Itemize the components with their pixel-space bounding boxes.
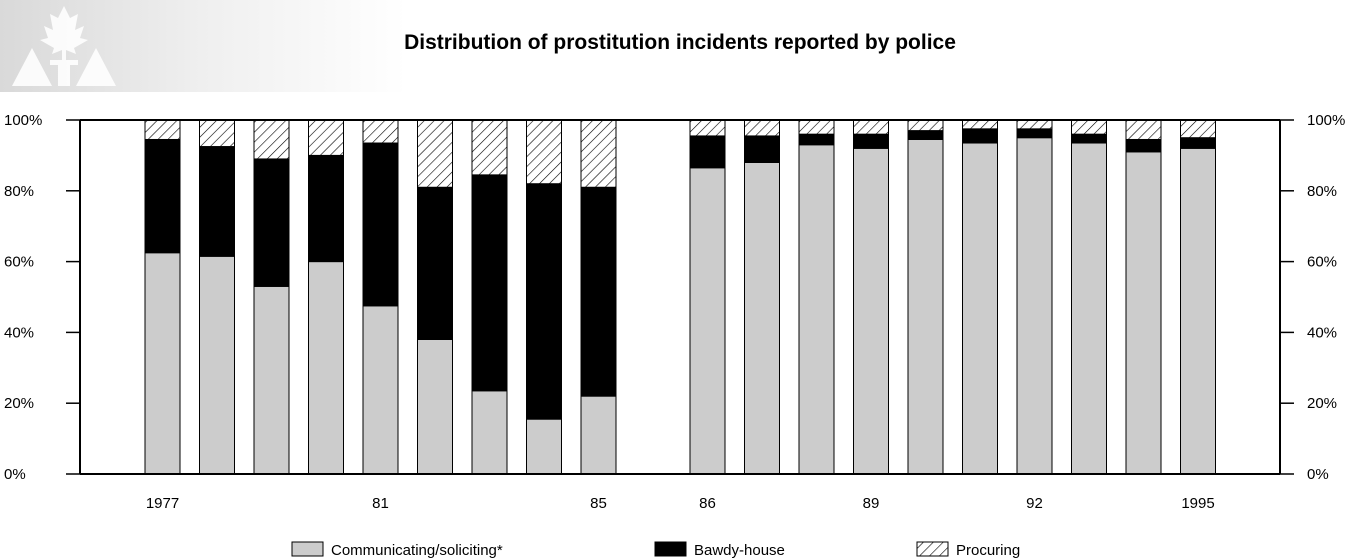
y-tick-label-left: 20% [4, 395, 34, 412]
legend-swatch [291, 541, 324, 557]
y-tick-label-right: 60% [1307, 254, 1337, 271]
bar-1977-communicating-soliciting [144, 252, 181, 475]
bar-1981-procuring [362, 119, 399, 144]
bar-1991-communicating-soliciting [962, 142, 998, 475]
bar-1987-communicating-soliciting [744, 161, 780, 475]
bar-1988-procuring [798, 119, 835, 135]
bar-1982-procuring [417, 119, 453, 188]
y-tick-label-left: 80% [4, 183, 34, 200]
bar-1990-procuring [907, 119, 944, 132]
bar-1980-bawdy-house [308, 154, 344, 263]
bar-1993-communicating-soliciting [1071, 142, 1107, 475]
bar-1978-communicating-soliciting [199, 255, 235, 475]
bar-1978-bawdy-house [199, 146, 235, 257]
x-tick-label: 81 [372, 495, 389, 512]
bar-1989-communicating-soliciting [853, 147, 889, 475]
bar-1985-bawdy-house [580, 186, 617, 397]
bar-1983-procuring [471, 119, 508, 176]
bar-1990-communicating-soliciting [907, 138, 944, 475]
x-tick-label: 1995 [1181, 495, 1214, 512]
y-tick-label-right: 0% [1307, 466, 1329, 483]
legend-swatch [916, 541, 949, 557]
bar-1981-communicating-soliciting [362, 305, 399, 475]
bar-1994-procuring [1125, 119, 1162, 140]
y-tick-label-right: 80% [1307, 183, 1337, 200]
bar-1984-communicating-soliciting [526, 418, 562, 475]
x-tick-label: 1977 [146, 495, 179, 512]
bar-1978-procuring [199, 119, 235, 148]
y-tick-label-left: 40% [4, 324, 34, 341]
bar-1979-bawdy-house [253, 158, 290, 287]
legend-label: Procuring [956, 542, 1020, 559]
legend-label: Communicating/soliciting* [331, 542, 503, 559]
bar-1989-bawdy-house [853, 133, 889, 149]
bar-1987-bawdy-house [744, 135, 780, 163]
bar-1984-bawdy-house [526, 183, 562, 420]
bar-1995-communicating-soliciting [1180, 147, 1216, 475]
y-tick-label-left: 60% [4, 254, 34, 271]
bar-1981-bawdy-house [362, 142, 399, 307]
bar-1984-procuring [526, 119, 562, 185]
x-tick-label: 86 [699, 495, 716, 512]
y-tick-label-right: 40% [1307, 324, 1337, 341]
bar-1995-procuring [1180, 119, 1216, 139]
x-tick-label: 85 [590, 495, 607, 512]
bar-1987-procuring [744, 119, 780, 137]
bar-1994-communicating-soliciting [1125, 151, 1162, 475]
bar-1994-bawdy-house [1125, 138, 1162, 153]
bar-1989-procuring [853, 119, 889, 135]
bar-1993-bawdy-house [1071, 133, 1107, 144]
legend-label: Bawdy-house [694, 542, 785, 559]
bar-1979-procuring [253, 119, 290, 160]
bar-1992-communicating-soliciting [1016, 137, 1053, 475]
axes-layer: 0% 0% 20% 20% 40% 40% 60% 60% 80% 80% 100% 100% 1977… [4, 112, 1345, 512]
bar-1985-communicating-soliciting [580, 395, 617, 475]
bar-1993-procuring [1071, 119, 1107, 135]
bar-1985-procuring [580, 119, 617, 188]
bar-1986-communicating-soliciting [689, 167, 726, 475]
bar-1986-procuring [689, 119, 726, 137]
bar-1986-bawdy-house [689, 135, 726, 169]
bar-1988-bawdy-house [798, 133, 835, 146]
x-tick-label: 89 [863, 495, 880, 512]
legend-swatch [654, 541, 687, 557]
bar-1995-bawdy-house [1180, 137, 1216, 149]
bar-1992-bawdy-house [1016, 128, 1053, 139]
bar-1988-communicating-soliciting [798, 144, 835, 475]
bar-1982-communicating-soliciting [417, 338, 453, 475]
x-tick-label: 92 [1026, 495, 1043, 512]
bar-1983-communicating-soliciting [471, 390, 508, 475]
bar-1980-communicating-soliciting [308, 261, 344, 475]
bar-1977-bawdy-house [144, 138, 181, 254]
bar-1980-procuring [308, 119, 344, 156]
y-tick-label-left: 100% [4, 112, 42, 129]
y-tick-label-left: 0% [4, 466, 26, 483]
bar-1992-procuring [1016, 119, 1053, 130]
bar-1977-procuring [144, 119, 181, 140]
bars-layer [144, 119, 1216, 475]
bar-1990-bawdy-house [907, 130, 944, 140]
header-bar: Distribution of prostitution incidents r… [0, 0, 1356, 92]
y-tick-label-right: 100% [1307, 112, 1345, 129]
bar-1982-bawdy-house [417, 186, 453, 340]
bar-1991-procuring [962, 119, 998, 130]
bar-1991-bawdy-house [962, 128, 998, 144]
bar-1979-communicating-soliciting [253, 285, 290, 475]
bar-1983-bawdy-house [471, 174, 508, 392]
maple-leaf-logo-icon [12, 6, 116, 86]
y-tick-label-right: 20% [1307, 395, 1337, 412]
chart-title: Distribution of prostitution incidents r… [404, 31, 956, 54]
legend: Communicating/soliciting* Bawdy-house Proc… [291, 541, 1020, 559]
